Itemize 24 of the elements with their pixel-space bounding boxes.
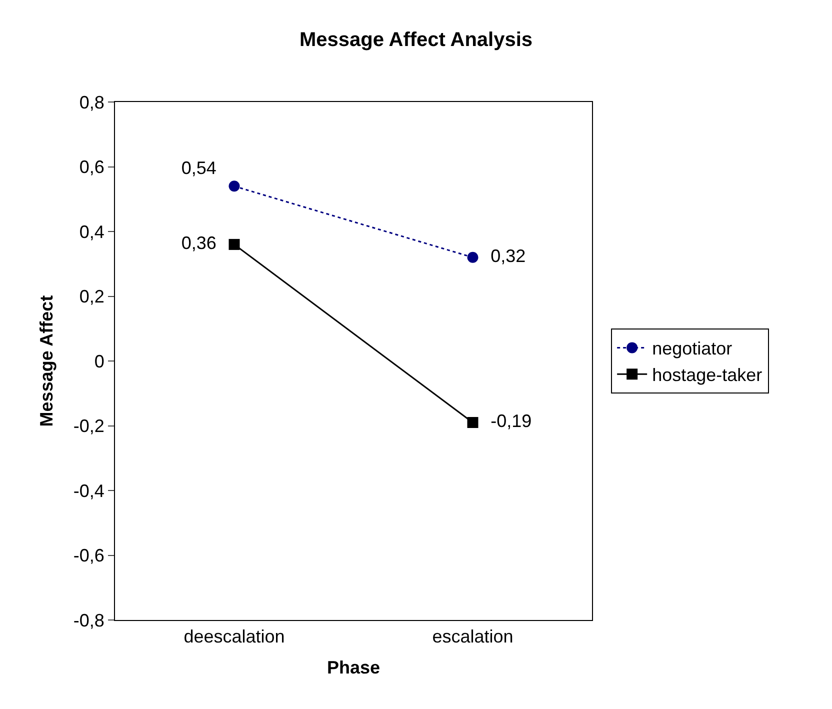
point [467, 252, 478, 263]
y-tick-label: 0,2 [79, 286, 104, 307]
y-tick-label: -0,2 [73, 416, 104, 436]
y-tick-label: 0 [94, 351, 104, 372]
point [228, 180, 240, 192]
y-tick-label: 0,8 [79, 92, 104, 112]
point [228, 238, 240, 250]
legend-label: negotiator [652, 338, 732, 359]
y-tick-label: -0,6 [73, 546, 104, 566]
x-axis-title: Phase [326, 658, 380, 678]
y-tick-label: 0,4 [79, 222, 104, 242]
data-label: -0,19 [480, 411, 542, 432]
x-tick-label: escalation [432, 626, 514, 647]
data-label: 0,54 [171, 158, 226, 178]
data-label: 0,36 [171, 232, 226, 253]
data-label: 0,32 [480, 246, 536, 266]
y-tick-label: -0,4 [73, 480, 104, 501]
point [467, 417, 478, 428]
y-tick-label: -0,8 [73, 610, 104, 630]
chart-title: Message Affect Analysis [299, 28, 533, 51]
x-tick-label: deescalation [184, 626, 285, 647]
legend-label: hostage-taker [652, 365, 762, 386]
y-tick-label: 0,6 [79, 157, 104, 178]
y-axis-title: Message Affect [36, 295, 57, 427]
